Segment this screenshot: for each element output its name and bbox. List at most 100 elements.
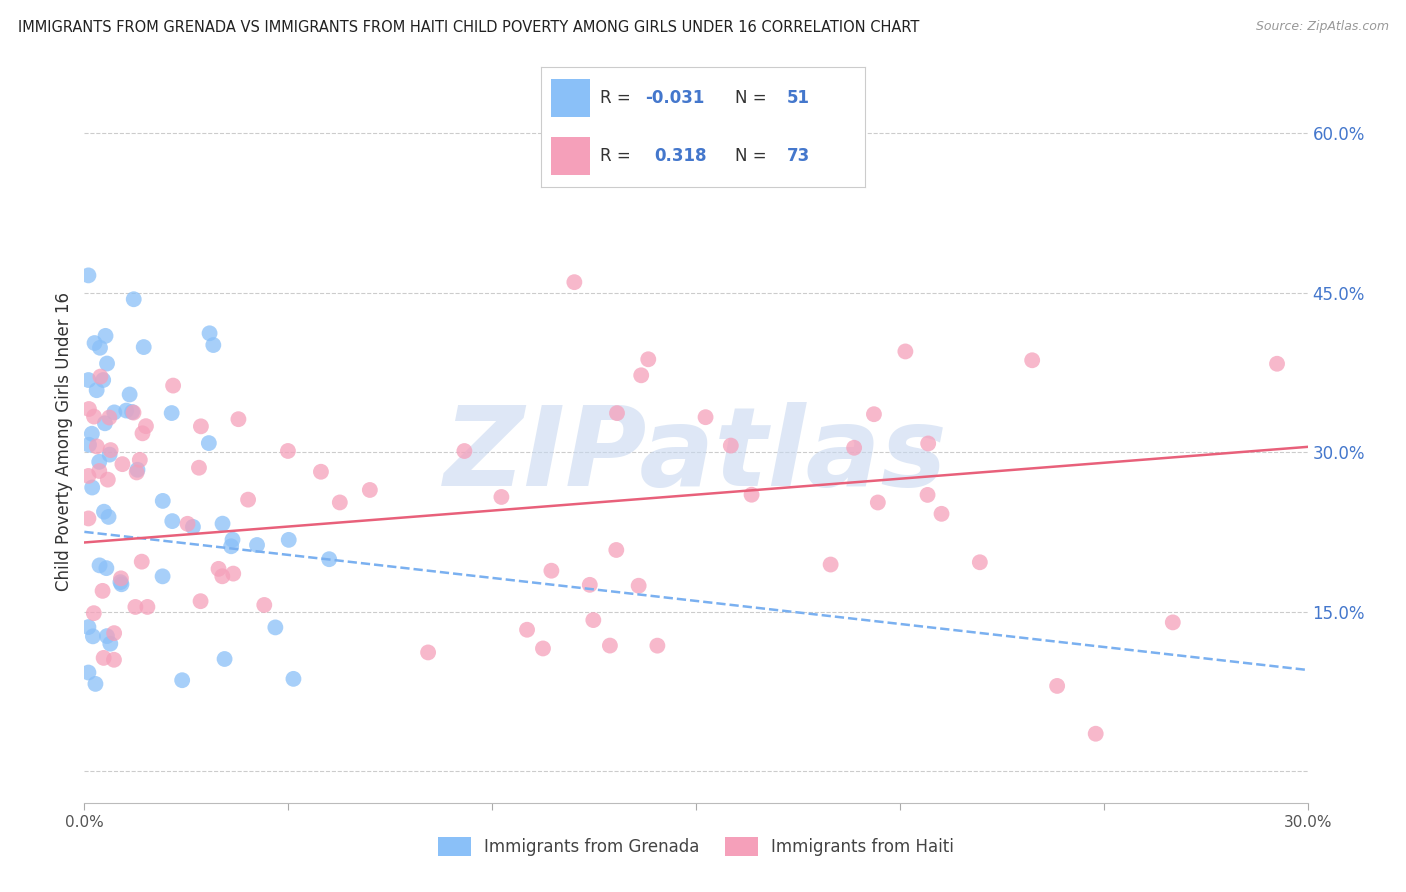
- Point: [98, 637, 121, 651]
- Point: [93, 651, 115, 665]
- Point: [222, 566, 245, 581]
- Point: [125, 466, 148, 480]
- Point: [1046, 679, 1069, 693]
- Text: N =: N =: [735, 147, 772, 165]
- FancyBboxPatch shape: [551, 79, 591, 118]
- Point: [228, 412, 250, 426]
- Point: [219, 539, 242, 553]
- Point: [630, 368, 652, 383]
- Point: [863, 407, 886, 421]
- Point: [207, 562, 229, 576]
- Point: [564, 275, 586, 289]
- Point: [103, 405, 125, 419]
- Point: [98, 448, 121, 462]
- Point: [318, 552, 340, 566]
- Point: [98, 410, 121, 425]
- Point: [121, 405, 143, 419]
- Point: [77, 511, 100, 525]
- Point: [100, 443, 122, 458]
- Point: [359, 483, 381, 497]
- Point: [969, 555, 991, 569]
- Point: [122, 292, 145, 306]
- Point: [86, 383, 108, 397]
- Point: [152, 494, 174, 508]
- Point: [842, 441, 865, 455]
- Point: [96, 629, 118, 643]
- Point: [741, 488, 763, 502]
- Point: [188, 460, 211, 475]
- Point: [198, 326, 221, 341]
- Point: [110, 571, 132, 585]
- Point: [136, 599, 159, 614]
- Point: [132, 340, 155, 354]
- Point: [152, 569, 174, 583]
- Point: [720, 439, 742, 453]
- Point: [77, 402, 100, 417]
- Point: [131, 555, 153, 569]
- Point: [86, 439, 108, 453]
- Point: [124, 599, 146, 614]
- Point: [516, 623, 538, 637]
- Point: [80, 426, 103, 441]
- Point: [1265, 357, 1288, 371]
- Point: [578, 578, 600, 592]
- Point: [416, 645, 439, 659]
- Point: [82, 481, 104, 495]
- Point: [94, 329, 117, 343]
- Point: [198, 436, 221, 450]
- Point: [264, 620, 287, 634]
- Point: [695, 410, 717, 425]
- Point: [283, 672, 305, 686]
- Point: [172, 673, 194, 688]
- Point: [277, 533, 299, 547]
- Point: [110, 575, 132, 590]
- Point: [127, 463, 149, 477]
- Point: [89, 341, 111, 355]
- Legend: Immigrants from Grenada, Immigrants from Haiti: Immigrants from Grenada, Immigrants from…: [432, 830, 960, 863]
- Point: [211, 516, 233, 531]
- Point: [820, 558, 842, 572]
- Point: [77, 620, 100, 634]
- Point: [236, 492, 259, 507]
- Text: -0.031: -0.031: [645, 89, 704, 107]
- FancyBboxPatch shape: [551, 136, 591, 175]
- Text: R =: R =: [599, 89, 636, 107]
- Point: [97, 509, 120, 524]
- Point: [83, 606, 105, 620]
- Point: [582, 613, 605, 627]
- Text: 73: 73: [787, 147, 810, 165]
- Point: [97, 473, 120, 487]
- Point: [202, 338, 225, 352]
- Point: [135, 419, 157, 434]
- Point: [77, 469, 100, 483]
- Text: IMMIGRANTS FROM GRENADA VS IMMIGRANTS FROM HAITI CHILD POVERTY AMONG GIRLS UNDER: IMMIGRANTS FROM GRENADA VS IMMIGRANTS FR…: [18, 20, 920, 35]
- Point: [96, 561, 118, 575]
- Point: [647, 639, 669, 653]
- Point: [277, 444, 299, 458]
- Point: [931, 507, 953, 521]
- Point: [246, 538, 269, 552]
- Point: [531, 641, 554, 656]
- Point: [211, 569, 233, 583]
- Point: [221, 533, 243, 547]
- Point: [94, 417, 117, 431]
- Point: [115, 403, 138, 417]
- Point: [89, 369, 111, 384]
- Point: [89, 558, 111, 573]
- Point: [77, 268, 100, 283]
- Point: [83, 336, 105, 351]
- Text: 0.318: 0.318: [655, 147, 707, 165]
- Point: [866, 495, 889, 509]
- Y-axis label: Child Poverty Among Girls Under 16: Child Poverty Among Girls Under 16: [55, 292, 73, 591]
- Text: N =: N =: [735, 89, 772, 107]
- Point: [606, 406, 628, 420]
- Point: [190, 419, 212, 434]
- Point: [253, 598, 276, 612]
- Point: [329, 495, 352, 509]
- Point: [103, 626, 125, 640]
- Text: ZIPatlas: ZIPatlas: [444, 402, 948, 509]
- Point: [89, 464, 111, 478]
- Point: [128, 453, 150, 467]
- Point: [162, 378, 184, 392]
- Point: [77, 438, 100, 452]
